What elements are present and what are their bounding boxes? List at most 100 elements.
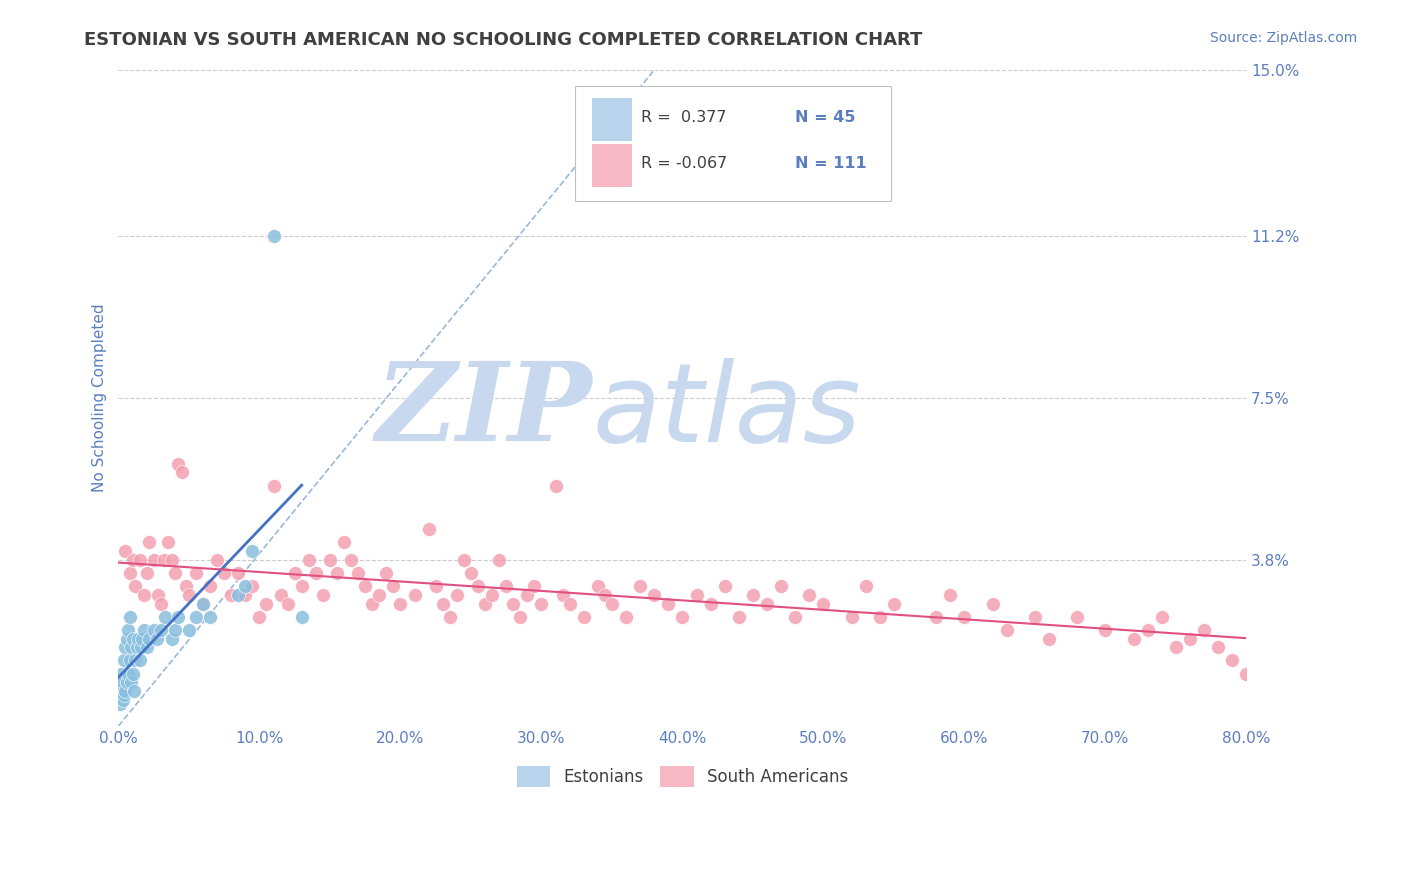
Point — [841, 609, 863, 624]
Point — [657, 597, 679, 611]
Point — [1206, 640, 1229, 655]
Point — [1178, 632, 1201, 646]
Point — [593, 588, 616, 602]
Point — [883, 597, 905, 611]
Point — [212, 566, 235, 580]
Point — [219, 588, 242, 602]
Legend: Estonians, South Americans: Estonians, South Americans — [510, 759, 855, 793]
Point — [110, 684, 132, 698]
Point — [382, 579, 405, 593]
Point — [135, 640, 157, 655]
Point — [1094, 623, 1116, 637]
Point — [149, 623, 172, 637]
Point — [939, 588, 962, 602]
Point — [112, 653, 135, 667]
Point — [481, 588, 503, 602]
Point — [628, 579, 651, 593]
Point — [354, 579, 377, 593]
Point — [114, 640, 136, 655]
Text: ZIP: ZIP — [375, 358, 592, 465]
Point — [586, 579, 609, 593]
Point — [177, 588, 200, 602]
Text: N = 111: N = 111 — [796, 156, 868, 171]
Point — [1234, 666, 1257, 681]
Point — [121, 666, 143, 681]
Point — [727, 609, 749, 624]
Point — [799, 588, 821, 602]
Point — [284, 566, 307, 580]
FancyBboxPatch shape — [592, 145, 631, 186]
Point — [995, 623, 1018, 637]
Point — [132, 588, 155, 602]
Point — [152, 553, 174, 567]
Point — [142, 623, 165, 637]
Point — [1150, 609, 1173, 624]
Text: N = 45: N = 45 — [796, 111, 856, 126]
Point — [205, 553, 228, 567]
Point — [174, 579, 197, 593]
Point — [112, 689, 135, 703]
Point — [699, 597, 721, 611]
Point — [153, 609, 176, 624]
Point — [127, 632, 149, 646]
Point — [1220, 653, 1243, 667]
Point — [124, 653, 146, 667]
Point — [291, 579, 314, 593]
Point — [855, 579, 877, 593]
Text: Source: ZipAtlas.com: Source: ZipAtlas.com — [1209, 31, 1357, 45]
Point — [114, 544, 136, 558]
Point — [1122, 632, 1144, 646]
Point — [226, 588, 249, 602]
Point — [135, 566, 157, 580]
Point — [523, 579, 546, 593]
Point — [516, 588, 538, 602]
Point — [277, 597, 299, 611]
Point — [756, 597, 779, 611]
Point — [256, 597, 278, 611]
Point — [326, 566, 349, 580]
Point — [163, 623, 186, 637]
Point — [474, 597, 496, 611]
Point — [198, 579, 221, 593]
Point — [1192, 623, 1215, 637]
Text: ESTONIAN VS SOUTH AMERICAN NO SCHOOLING COMPLETED CORRELATION CHART: ESTONIAN VS SOUTH AMERICAN NO SCHOOLING … — [84, 31, 922, 49]
Point — [142, 553, 165, 567]
Point — [166, 457, 188, 471]
Point — [291, 609, 314, 624]
Point — [233, 579, 256, 593]
Point — [191, 597, 214, 611]
Point — [1136, 623, 1159, 637]
Point — [1038, 632, 1060, 646]
Point — [453, 553, 475, 567]
Point — [242, 579, 264, 593]
Point — [138, 535, 160, 549]
Point — [129, 640, 152, 655]
Point — [156, 535, 179, 549]
Point — [233, 588, 256, 602]
Point — [184, 609, 207, 624]
Point — [160, 553, 183, 567]
Point — [138, 632, 160, 646]
Point — [242, 544, 264, 558]
Point — [418, 522, 440, 536]
Point — [375, 566, 398, 580]
Point — [170, 466, 193, 480]
Point — [953, 609, 976, 624]
Text: R =  0.377: R = 0.377 — [641, 111, 725, 126]
Point — [166, 609, 188, 624]
Point — [163, 566, 186, 580]
Point — [495, 579, 517, 593]
Point — [117, 666, 139, 681]
Point — [614, 609, 637, 624]
Point — [128, 653, 150, 667]
Point — [114, 684, 136, 698]
Point — [118, 566, 141, 580]
Point — [925, 609, 948, 624]
Point — [120, 640, 142, 655]
Point — [643, 588, 665, 602]
Point — [869, 609, 891, 624]
Point — [981, 597, 1004, 611]
Point — [361, 597, 384, 611]
Point — [389, 597, 412, 611]
Point — [270, 588, 292, 602]
